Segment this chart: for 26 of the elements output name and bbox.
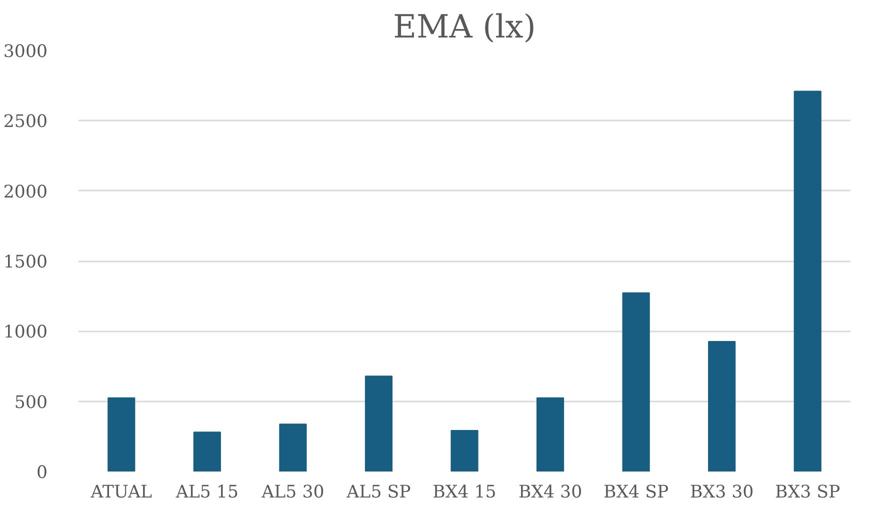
y-tick-label: 1500 (3, 252, 48, 272)
y-tick-label: 2500 (3, 112, 48, 132)
x-tick-label: AL5 30 (260, 482, 324, 502)
bar (536, 397, 564, 472)
x-tick-label: ATUAL (90, 482, 152, 502)
x-tick-label: BX3 SP (775, 482, 841, 502)
x-tick-label: BX4 30 (518, 482, 582, 502)
x-tick-label: BX4 15 (432, 482, 496, 502)
bar (108, 397, 136, 472)
bar (708, 341, 736, 472)
y-tick-label: 500 (14, 392, 48, 413)
chart-title: EMA (lx) (393, 8, 536, 46)
bar (622, 292, 650, 472)
x-tick-label: AL5 SP (346, 482, 412, 502)
y-tick-label: 0 (36, 463, 48, 483)
y-tick-label: 1000 (3, 322, 48, 343)
bar (450, 430, 478, 472)
x-tick-label: AL5 15 (174, 482, 238, 502)
bar (193, 432, 221, 472)
y-tick-label: 2000 (3, 182, 48, 202)
y-tick-label: 3000 (3, 42, 48, 62)
bar (364, 376, 393, 472)
x-tick-label: BX4 SP (603, 482, 669, 502)
bar (279, 424, 307, 472)
x-tick-label: BX3 30 (690, 482, 754, 502)
bar (794, 90, 822, 472)
